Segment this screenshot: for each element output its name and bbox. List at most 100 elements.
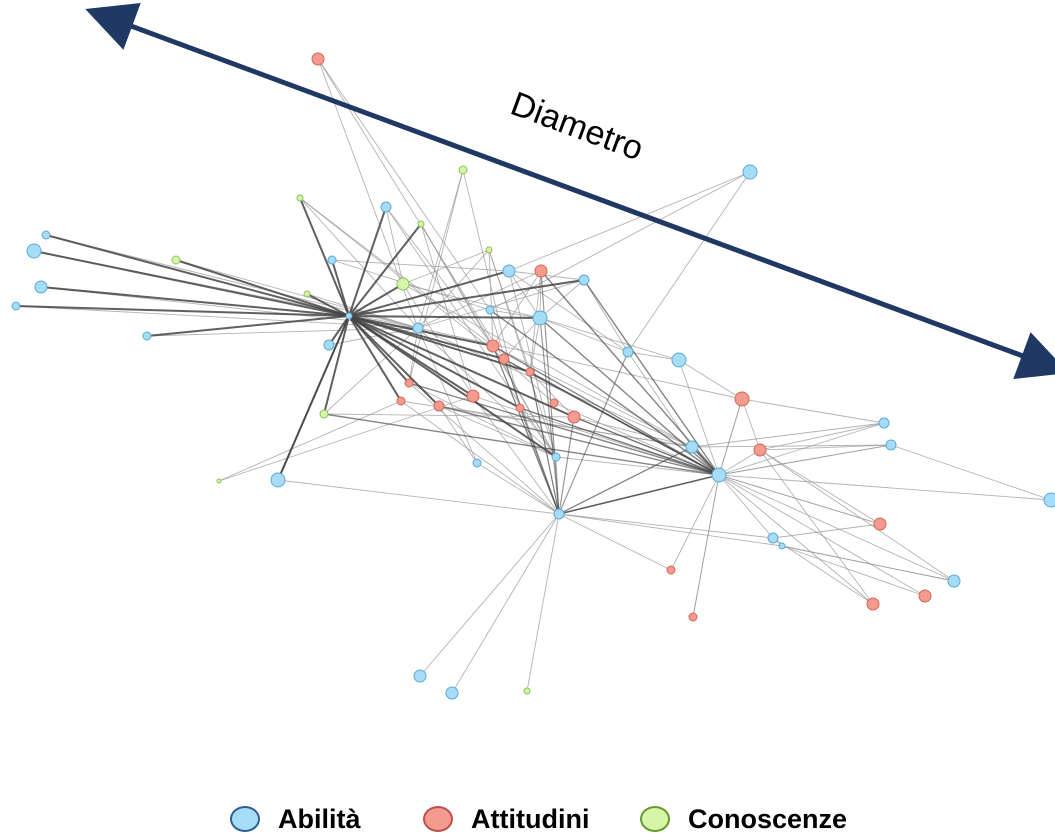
edge-strong <box>558 446 693 515</box>
node-abilita <box>578 274 590 286</box>
edge-strong <box>348 223 422 317</box>
edge <box>419 513 560 677</box>
node-conoscenze <box>523 687 531 695</box>
edge-strong <box>348 315 575 418</box>
node-attitudini <box>525 367 535 377</box>
conoscenze-swatch-icon <box>640 806 670 832</box>
edge <box>759 422 885 451</box>
edge <box>558 513 774 539</box>
edge <box>759 449 874 605</box>
edge <box>508 171 751 272</box>
edge <box>741 398 761 451</box>
edge-strong <box>529 371 720 476</box>
edge <box>331 259 510 272</box>
edge <box>718 474 955 582</box>
node-attitudini <box>534 264 548 278</box>
node-abilita <box>345 312 353 320</box>
attitudini-swatch-icon <box>423 806 453 832</box>
edge <box>558 513 783 547</box>
node-abilita <box>323 339 335 351</box>
edge <box>451 513 560 694</box>
edge <box>417 327 743 400</box>
node-abilita <box>445 686 459 700</box>
diameter-label: Diametro <box>506 85 649 168</box>
node-abilita <box>485 305 495 315</box>
node-attitudini <box>498 353 510 365</box>
edge-strong <box>323 413 720 476</box>
node-abilita <box>26 243 42 259</box>
edge <box>741 398 885 424</box>
edge <box>772 537 874 605</box>
node-abilita <box>327 255 337 265</box>
node-conoscenze <box>171 255 181 265</box>
node-conoscenze <box>485 246 493 254</box>
edge <box>670 474 720 571</box>
edge <box>529 371 575 418</box>
node-abilita <box>947 574 961 588</box>
edge <box>553 402 720 476</box>
node-abilita <box>142 331 152 341</box>
node-abilita <box>742 164 758 180</box>
edge <box>718 474 926 597</box>
node-conoscenze <box>303 290 311 298</box>
node-attitudini <box>567 410 581 424</box>
edge-strong <box>540 270 560 515</box>
node-abilita <box>502 264 516 278</box>
edge <box>718 422 885 476</box>
node-abilita <box>34 280 48 294</box>
legend-label-abilita: Abilità <box>278 803 361 834</box>
edge <box>488 249 494 347</box>
node-attitudini <box>396 396 406 406</box>
legend-item-abilita: Abilità <box>230 800 361 838</box>
edge <box>408 169 464 384</box>
graph-edges <box>15 58 1052 694</box>
node-abilita <box>878 417 890 429</box>
node-attitudini <box>549 398 559 408</box>
node-conoscenze <box>296 194 304 202</box>
edge-strong <box>348 270 510 317</box>
edge-strong <box>438 405 720 476</box>
edge <box>277 479 560 515</box>
edge-strong <box>519 407 720 476</box>
node-abilita <box>472 458 482 468</box>
node-abilita <box>551 452 561 462</box>
edge <box>175 259 419 329</box>
node-abilita <box>553 508 565 520</box>
node-attitudini <box>918 589 932 603</box>
edge <box>678 359 720 476</box>
node-attitudini <box>466 389 480 403</box>
node-attitudini <box>404 378 414 388</box>
edge <box>691 422 885 448</box>
edge-strong <box>277 315 350 481</box>
edge <box>526 513 560 692</box>
edge-strong <box>529 371 560 515</box>
edge <box>718 449 761 476</box>
node-abilita <box>380 201 392 213</box>
node-abilita <box>671 352 687 368</box>
node-conoscenze <box>417 220 425 228</box>
edge <box>627 351 680 361</box>
node-abilita <box>41 230 51 240</box>
node-abilita <box>778 542 786 550</box>
node-attitudini <box>734 391 750 407</box>
edge <box>539 317 629 353</box>
node-attitudini <box>311 52 325 66</box>
node-conoscenze <box>396 277 410 291</box>
edge <box>759 449 881 525</box>
node-abilita <box>412 322 424 334</box>
node-abilita <box>11 301 21 311</box>
edge <box>462 169 521 409</box>
diameter-arrow <box>85 2 1055 380</box>
edge <box>781 545 955 582</box>
node-attitudini <box>866 597 880 611</box>
node-abilita <box>711 467 727 483</box>
node-abilita <box>1043 492 1055 508</box>
node-attitudini <box>515 403 525 413</box>
node-abilita <box>767 532 779 544</box>
edge <box>781 545 926 597</box>
node-attitudini <box>753 443 767 457</box>
edge <box>718 474 881 525</box>
node-attitudini <box>433 400 445 412</box>
edge <box>718 474 874 605</box>
edge <box>438 405 557 458</box>
